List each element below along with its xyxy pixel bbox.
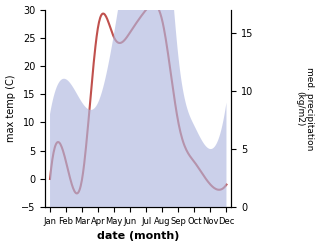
- Y-axis label: max temp (C): max temp (C): [5, 75, 16, 142]
- X-axis label: date (month): date (month): [97, 231, 180, 242]
- Y-axis label: med. precipitation
(kg/m2): med. precipitation (kg/m2): [295, 67, 315, 150]
